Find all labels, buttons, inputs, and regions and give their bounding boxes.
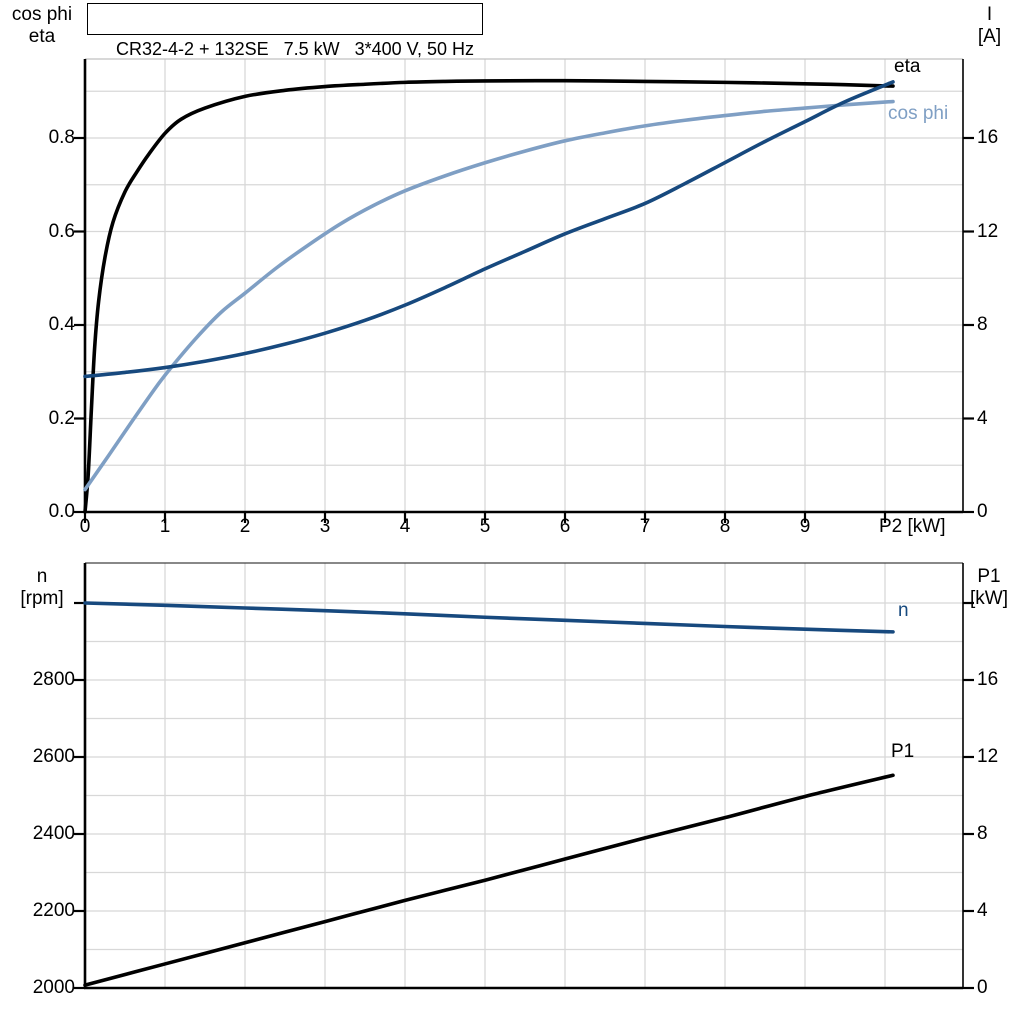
axis-title-current-unit: [A]: [977, 26, 1002, 47]
left-axis-tick-label: 0.2: [48, 407, 75, 429]
x-axis-title-p2: P2 [kW]: [879, 516, 946, 537]
cos-phi-curve: [83, 99, 895, 492]
right-axis-tick-label: 4: [977, 407, 988, 429]
axis-title-current: I: [986, 4, 993, 25]
top-left-axis-title: cos phi eta: [0, 4, 84, 48]
curve-label-eta: eta: [894, 56, 921, 77]
x-axis-tick-label: 8: [719, 516, 731, 537]
left-axis-tick-label: 2600: [32, 746, 75, 767]
eta-curve: [83, 78, 895, 514]
right-axis-tick-label: 0: [977, 501, 988, 522]
left-axis-tick-label: 0.6: [48, 220, 75, 242]
bottom-left-axis-title: n [rpm]: [0, 566, 84, 610]
right-axis-tick-label: 0: [977, 977, 988, 998]
right-axis-tick-label: 12: [977, 220, 999, 242]
right-axis-tick-label: 4: [977, 900, 988, 921]
left-axis-tick-label: 0.0: [48, 501, 75, 522]
x-axis-tick-label: 2: [239, 516, 251, 537]
i-curve: [83, 80, 895, 379]
axis-title-speed-unit: [rpm]: [20, 588, 64, 609]
curve-label-p1: P1: [891, 741, 915, 762]
bottom-right-axis-title: P1 [kW]: [958, 566, 1020, 610]
curve-label-n: n: [898, 600, 909, 621]
right-axis-tick-label: 8: [977, 314, 988, 335]
x-axis-tick-label: 7: [639, 516, 651, 537]
axis-title-cos-phi: cos phi: [11, 4, 73, 25]
x-axis-tick-label: 4: [399, 516, 411, 537]
left-axis-tick-label: 2400: [32, 823, 75, 844]
chart-title: CR32-4-2 + 132SE 7.5 kW 3*400 V, 50 Hz: [116, 39, 475, 59]
x-axis-tick-label: 9: [799, 516, 811, 537]
left-axis-tick-label: 2000: [32, 977, 75, 998]
axis-title-speed: n: [36, 566, 48, 587]
right-axis-tick-label: 16: [977, 127, 999, 148]
left-axis-tick-label: 0.4: [48, 314, 75, 335]
curve-label-cos-phi: cos phi: [888, 103, 949, 124]
right-axis-tick-label: 16: [977, 669, 999, 690]
chart-title-box: CR32-4-2 + 132SE 7.5 kW 3*400 V, 50 Hz: [87, 3, 484, 59]
right-axis-tick-label: 12: [977, 746, 999, 767]
x-axis-tick-label: 6: [559, 516, 571, 537]
left-axis-tick-label: 2200: [32, 900, 75, 921]
x-axis-tick-label: 1: [159, 516, 171, 537]
n-curve: [83, 601, 895, 634]
x-axis-tick-label: 0: [79, 516, 91, 537]
axis-title-p1-unit: [kW]: [970, 588, 1008, 609]
right-axis-tick-label: 8: [977, 823, 988, 844]
x-axis-tick-label: 5: [479, 516, 491, 537]
left-axis-tick-label: 0.8: [48, 127, 75, 148]
top-right-axis-title: I [A]: [962, 4, 1017, 48]
axis-title-eta: eta: [28, 26, 56, 47]
p1-curve: [83, 773, 895, 987]
left-axis-tick-label: 2800: [32, 669, 75, 690]
x-axis-tick-label: 3: [319, 516, 331, 537]
axis-title-p1: P1: [977, 566, 1001, 587]
